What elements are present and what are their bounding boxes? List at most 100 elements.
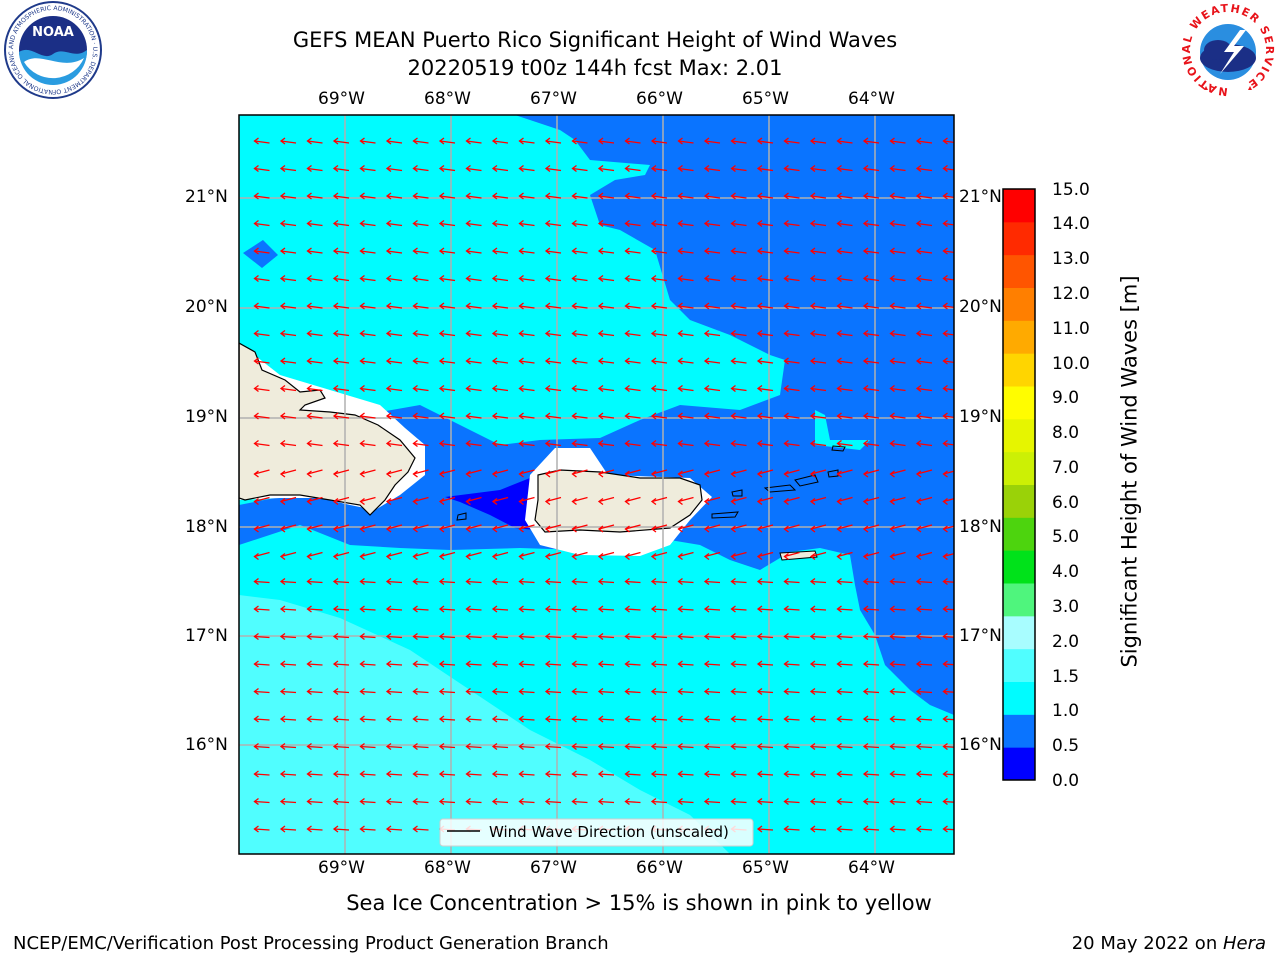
wave-arrow-head xyxy=(597,742,604,751)
wave-arrow-head xyxy=(677,632,683,641)
wave-arrow-head xyxy=(889,247,895,255)
wave-arrow-head xyxy=(332,497,339,506)
wave-arrow-head xyxy=(650,605,657,613)
wave-arrow-head xyxy=(279,770,286,778)
wave-arrow-head xyxy=(836,329,842,338)
wave-arrow xyxy=(943,635,954,638)
wave-arrow xyxy=(810,167,827,172)
wave-arrow-head xyxy=(756,660,763,668)
wave-arrow xyxy=(678,360,694,364)
wave-arrow xyxy=(254,580,270,584)
wave-arrow-head xyxy=(783,192,789,200)
wave-arrow xyxy=(360,690,376,694)
wave-arrow-head xyxy=(915,357,922,365)
wave-arrow xyxy=(254,277,270,282)
wave-arrow-head xyxy=(279,357,286,365)
wave-arrow-head xyxy=(359,497,365,506)
wave-arrow xyxy=(333,222,350,227)
wave-arrow-head xyxy=(359,605,365,613)
wave-arrow-head xyxy=(306,439,312,448)
wave-arrow xyxy=(413,140,429,144)
wave-arrow-head xyxy=(703,715,710,723)
wave-arrow-head xyxy=(571,412,577,420)
wave-arrow xyxy=(704,442,721,447)
wave-arrow xyxy=(651,800,668,804)
wave-arrow xyxy=(439,277,456,282)
wave-arrow xyxy=(492,718,509,721)
wave-arrow-head xyxy=(412,164,418,173)
wave-arrow-head xyxy=(889,439,895,448)
wave-arrow-head xyxy=(677,357,683,365)
wave-arrow xyxy=(413,387,429,392)
wave-arrow-head xyxy=(279,715,286,723)
wave-arrow xyxy=(439,415,456,419)
wave-arrow xyxy=(943,140,954,144)
wave-arrow-head xyxy=(703,137,710,145)
wave-arrow xyxy=(943,195,954,199)
wave-arrow-head xyxy=(253,552,259,561)
noaa-text: NOAA xyxy=(32,25,74,40)
wave-arrow xyxy=(386,551,403,558)
wave-arrow-head xyxy=(730,274,736,283)
wave-arrow-head xyxy=(889,742,895,751)
wave-arrow-head xyxy=(915,439,922,448)
wave-arrow-head xyxy=(836,742,842,751)
wave-arrow-head xyxy=(518,632,524,641)
wave-arrow xyxy=(625,415,641,419)
lat-tick-left: 16°N xyxy=(185,735,228,755)
wave-arrow-head xyxy=(359,525,365,533)
wave-arrow-head xyxy=(730,247,736,255)
wave-arrow xyxy=(810,773,827,776)
wave-arrow xyxy=(731,663,747,666)
wave-arrow-head xyxy=(385,552,392,561)
colorbar-tick: 14.0 xyxy=(1052,214,1090,234)
wave-arrow xyxy=(598,415,615,419)
wave-arrow xyxy=(625,195,641,199)
wave-arrow-head xyxy=(253,825,259,833)
wave-arrow xyxy=(439,580,456,584)
wave-arrow xyxy=(466,496,482,503)
wave-arrow-head xyxy=(756,247,763,255)
wave-arrow-head xyxy=(412,687,418,696)
wave-arrow-head xyxy=(332,219,339,228)
wave-arrow-head xyxy=(597,302,604,310)
wave-arrow xyxy=(651,250,668,254)
wave-arrow-head xyxy=(889,274,895,283)
wave-arrow xyxy=(678,469,694,475)
wave-arrow xyxy=(466,305,482,309)
wave-arrow-head xyxy=(491,470,498,478)
wave-arrow xyxy=(439,387,456,392)
wave-arrow xyxy=(307,496,323,503)
wave-arrow xyxy=(837,360,853,364)
wave-arrow xyxy=(810,635,827,639)
band-cyan-pocket xyxy=(815,410,870,450)
wave-arrow xyxy=(943,800,954,803)
wave-arrow xyxy=(572,277,588,282)
wave-arrow-head xyxy=(942,302,948,310)
wave-arrow xyxy=(572,469,588,475)
wave-arrow-head xyxy=(465,632,471,641)
wave-arrow-head xyxy=(650,357,657,365)
wave-arrow xyxy=(254,663,270,666)
wave-arrow-head xyxy=(915,219,922,228)
wave-arrow-head xyxy=(836,439,842,448)
wave-arrow xyxy=(307,415,323,419)
wave-arrow-head xyxy=(385,660,392,668)
wave-arrow xyxy=(360,800,376,804)
wave-arrow-head xyxy=(332,797,339,806)
wave-arrow-head xyxy=(703,770,710,778)
wave-arrow xyxy=(519,745,535,749)
wave-arrow xyxy=(439,745,456,749)
wave-arrow xyxy=(784,442,800,447)
wave-arrow xyxy=(863,496,880,503)
wave-arrow xyxy=(916,415,933,419)
wave-arrow xyxy=(360,524,376,530)
wave-arrow-head xyxy=(491,164,498,173)
wave-arrow-head xyxy=(836,687,842,696)
wave-arrow xyxy=(333,469,350,475)
wave-arrow-head xyxy=(306,412,312,420)
wave-arrow-head xyxy=(624,687,630,696)
wave-arrow-head xyxy=(809,247,816,255)
wave-arrow xyxy=(333,250,350,254)
wave-arrow xyxy=(810,277,827,282)
